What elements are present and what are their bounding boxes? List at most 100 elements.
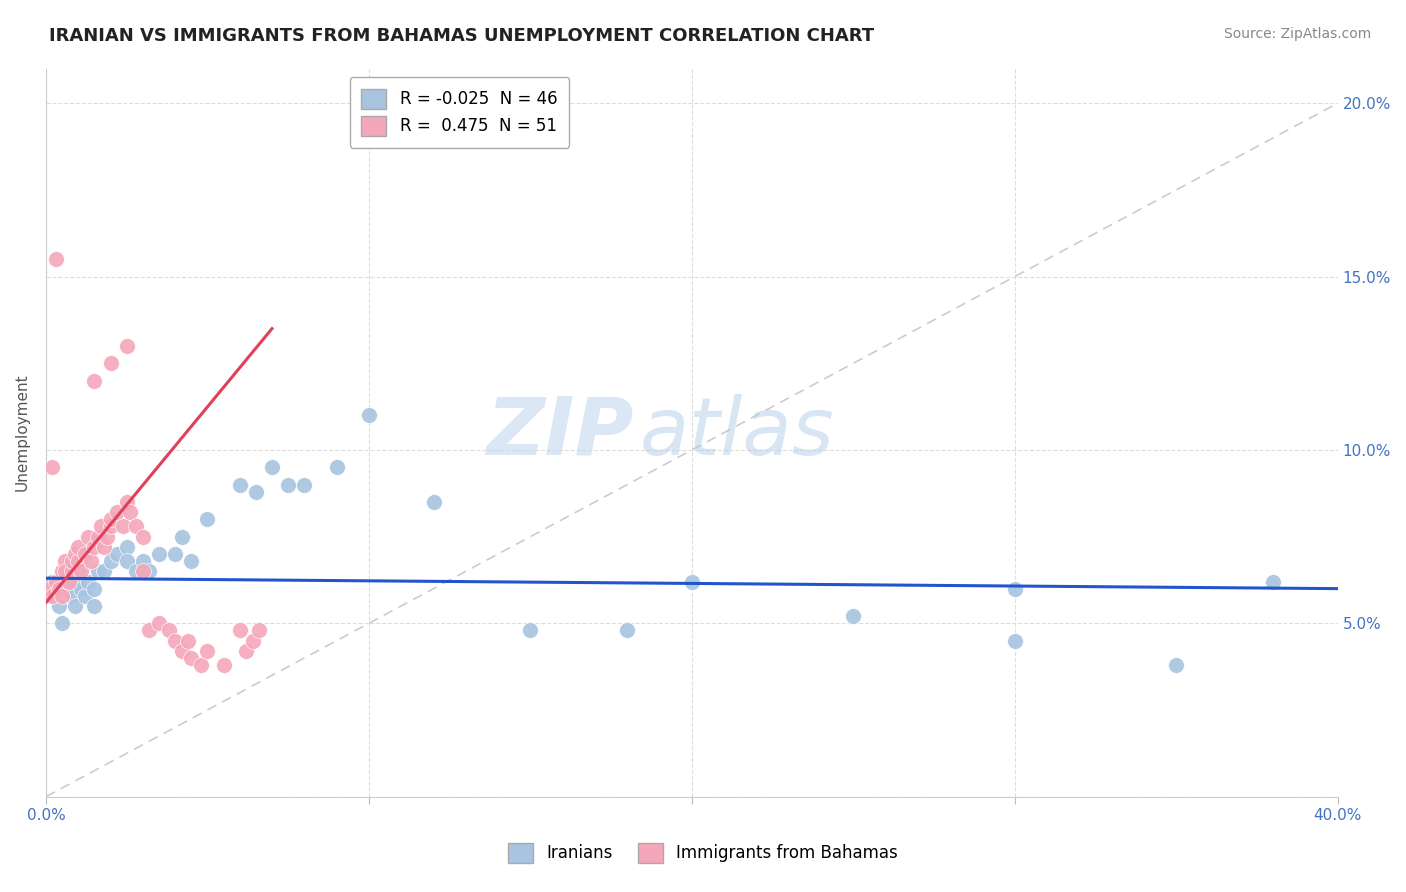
Point [132, 530, 155, 544]
Point [70, 582, 93, 596]
Point [48, 599, 70, 613]
Point [177, 633, 200, 648]
Point [115, 554, 138, 568]
Point [616, 624, 638, 638]
Point [132, 554, 155, 568]
Point [105, 547, 128, 561]
Point [115, 495, 138, 509]
Point [51, 564, 73, 578]
Point [138, 624, 160, 638]
Point [1166, 657, 1188, 672]
Point [197, 512, 219, 526]
Point [86, 530, 108, 544]
Point [138, 564, 160, 578]
Point [53, 554, 76, 568]
Point [519, 624, 541, 638]
Point [51, 582, 73, 596]
Point [60, 589, 83, 603]
Point [132, 564, 155, 578]
Point [842, 609, 865, 624]
Point [83, 599, 105, 613]
Point [242, 633, 264, 648]
Point [197, 644, 219, 658]
Point [125, 564, 148, 578]
Point [235, 644, 257, 658]
Point [125, 519, 148, 533]
Point [51, 589, 73, 603]
Point [53, 582, 76, 596]
Point [73, 547, 96, 561]
Point [38, 582, 60, 596]
Point [90, 519, 112, 533]
Point [93, 564, 115, 578]
Point [100, 554, 122, 568]
Text: IRANIAN VS IMMIGRANTS FROM BAHAMAS UNEMPLOYMENT CORRELATION CHART: IRANIAN VS IMMIGRANTS FROM BAHAMAS UNEMP… [49, 27, 875, 45]
Text: atlas: atlas [640, 393, 835, 472]
Point [93, 540, 115, 554]
Point [53, 564, 76, 578]
Y-axis label: Unemployment: Unemployment [15, 374, 30, 491]
Point [115, 540, 138, 554]
Point [681, 574, 703, 589]
Legend: R = -0.025  N = 46, R =  0.475  N = 51: R = -0.025 N = 46, R = 0.475 N = 51 [350, 77, 569, 147]
Point [100, 356, 122, 370]
Point [48, 582, 70, 596]
Point [357, 409, 380, 423]
Point [148, 547, 170, 561]
Point [157, 624, 180, 638]
Point [67, 564, 90, 578]
Point [422, 495, 444, 509]
Point [247, 624, 270, 638]
Point [229, 477, 252, 491]
Point [67, 540, 90, 554]
Point [80, 554, 103, 568]
Point [100, 512, 122, 526]
Point [212, 657, 235, 672]
Point [105, 505, 128, 519]
Point [325, 460, 347, 475]
Point [45, 252, 67, 267]
Point [83, 582, 105, 596]
Point [245, 484, 267, 499]
Point [70, 564, 93, 578]
Point [58, 574, 80, 589]
Point [190, 657, 212, 672]
Point [1004, 633, 1026, 648]
Point [118, 505, 141, 519]
Point [83, 540, 105, 554]
Text: ZIP: ZIP [486, 393, 634, 472]
Point [58, 574, 80, 589]
Point [170, 530, 193, 544]
Point [63, 599, 86, 613]
Point [51, 616, 73, 631]
Point [148, 616, 170, 631]
Text: Source: ZipAtlas.com: Source: ZipAtlas.com [1223, 27, 1371, 41]
Point [60, 554, 83, 568]
Point [292, 477, 315, 491]
Point [277, 477, 299, 491]
Point [63, 547, 86, 561]
Point [165, 633, 187, 648]
Point [41, 460, 63, 475]
Point [229, 624, 252, 638]
Point [77, 574, 100, 589]
Point [165, 547, 187, 561]
Point [86, 564, 108, 578]
Point [67, 554, 90, 568]
Point [41, 589, 63, 603]
Point [260, 460, 283, 475]
Point [60, 564, 83, 578]
Point [1004, 582, 1026, 596]
Point [180, 554, 202, 568]
Point [115, 339, 138, 353]
Point [170, 644, 193, 658]
Point [45, 589, 67, 603]
Point [96, 530, 118, 544]
Point [67, 574, 90, 589]
Legend: Iranians, Immigrants from Bahamas: Iranians, Immigrants from Bahamas [496, 831, 910, 875]
Point [100, 519, 122, 533]
Point [45, 574, 67, 589]
Point [73, 589, 96, 603]
Point [112, 519, 135, 533]
Point [41, 574, 63, 589]
